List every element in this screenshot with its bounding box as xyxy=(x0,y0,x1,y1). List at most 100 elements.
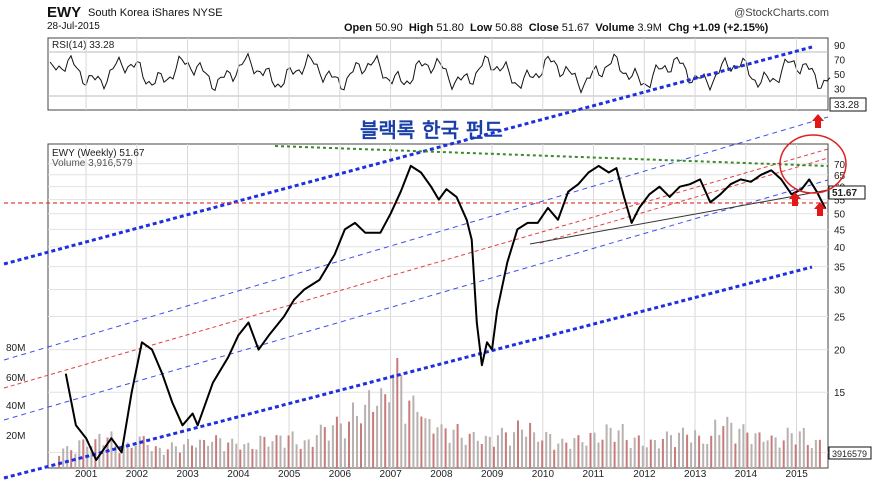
volume-bar xyxy=(436,427,439,468)
volume-bar xyxy=(388,402,391,468)
volume-bar xyxy=(702,443,705,468)
price-tick-label: 40 xyxy=(834,243,846,254)
volume-bar xyxy=(364,404,367,468)
volume-tag: 3916579 xyxy=(832,449,867,459)
ohlc-readout: Open 50.90 High 51.80 Low 50.88 Close 51… xyxy=(344,22,768,34)
volume-bar xyxy=(122,444,125,468)
volume-value: 3.9M xyxy=(637,22,662,34)
volume-bar xyxy=(682,427,684,468)
volume-bar xyxy=(162,454,165,468)
volume-bar xyxy=(235,443,238,468)
year-tick-label: 2014 xyxy=(735,469,758,480)
volume-bar xyxy=(146,445,149,468)
volume-bar xyxy=(500,427,503,468)
volume-bar xyxy=(343,438,346,468)
volume-bar xyxy=(90,446,93,468)
volume-bar xyxy=(271,441,274,468)
year-tick-label: 2009 xyxy=(481,469,504,480)
price-axis: 10152025303540455055606570 xyxy=(834,160,846,460)
volume-bar xyxy=(561,438,564,468)
volume-bar xyxy=(154,446,157,468)
volume-bar xyxy=(653,440,656,468)
chart-date: 28-Jul-2015 xyxy=(47,21,100,32)
volume-bar xyxy=(243,444,246,468)
volume-bar xyxy=(549,434,552,468)
volume-bar xyxy=(174,446,177,468)
volume-bars xyxy=(58,358,821,468)
volume-bar xyxy=(525,436,528,468)
volume-bar xyxy=(698,435,701,468)
volume-bar xyxy=(613,441,616,468)
volume-bar xyxy=(150,451,153,468)
volume-bar xyxy=(158,447,161,468)
volume-bar xyxy=(348,421,350,468)
volume-bar xyxy=(368,390,371,468)
volume-bar xyxy=(778,447,781,468)
volume-bar xyxy=(424,418,427,468)
volume-bar xyxy=(633,437,636,468)
volume-bar xyxy=(215,435,218,468)
volume-bar xyxy=(191,445,193,468)
volume-bar xyxy=(476,440,479,468)
volume-bar xyxy=(420,416,423,468)
volume-bar xyxy=(408,400,411,468)
volume-bar xyxy=(327,440,330,468)
volume-bar xyxy=(62,448,65,468)
volume-bar xyxy=(356,416,358,468)
volume-bar xyxy=(589,432,592,468)
channel-inner-1 xyxy=(3,116,829,361)
volume-bar xyxy=(742,424,745,468)
volume-bar xyxy=(786,427,789,468)
rsi-value-tag-box xyxy=(829,97,867,112)
volume-bar xyxy=(239,449,242,468)
year-tick-label: 2004 xyxy=(227,469,250,480)
volume-bar xyxy=(665,431,668,468)
volume-bar xyxy=(581,442,584,468)
price-tick-label: 35 xyxy=(834,263,846,274)
year-tick-label: 2013 xyxy=(684,469,707,480)
volume-bar xyxy=(279,435,282,468)
volume-bar xyxy=(255,449,258,468)
volume-bar xyxy=(331,425,334,468)
volume-bar xyxy=(182,444,185,468)
volume-bar xyxy=(448,442,451,468)
volume-bar xyxy=(496,435,499,468)
rsi-tick-label: 50 xyxy=(834,70,846,81)
volume-bar xyxy=(484,435,487,468)
volume-bar xyxy=(166,449,169,468)
volume-bar xyxy=(734,443,737,468)
volume-bar xyxy=(593,432,596,468)
volume-bar xyxy=(814,439,817,468)
stockcharts-brand[interactable]: @StockCharts.com xyxy=(734,7,829,19)
high-value: 51.80 xyxy=(436,22,464,34)
close-value: 51.67 xyxy=(561,22,590,34)
low-value: 50.88 xyxy=(495,22,523,34)
volume-bar xyxy=(529,422,532,468)
volume-tick-label: 20M xyxy=(6,431,25,442)
volume-bar xyxy=(283,447,286,468)
volume-bar xyxy=(263,436,266,468)
volume-bar xyxy=(287,435,290,468)
rsi-tick-label: 30 xyxy=(834,84,846,95)
year-tick-label: 2011 xyxy=(583,469,605,480)
volume-bar xyxy=(694,430,697,468)
volume-bar xyxy=(199,439,201,468)
price-tick-label: 55 xyxy=(834,196,846,207)
volume-bar xyxy=(78,440,81,468)
volume-bar xyxy=(553,449,556,468)
last-price-tag: 51.67 xyxy=(832,188,857,199)
volume-bar xyxy=(231,438,234,468)
volume-bar xyxy=(339,423,342,468)
volume-bar xyxy=(444,428,447,468)
rsi-tick-label: 90 xyxy=(834,41,846,52)
price-title: EWY (Weekly) 51.67 xyxy=(52,148,145,159)
volume-bar xyxy=(754,433,757,468)
year-tick-label: 2015 xyxy=(786,469,809,480)
volume-bar xyxy=(537,441,540,468)
volume-bar xyxy=(70,450,73,468)
volume-bar xyxy=(810,448,813,468)
open-label: Open xyxy=(344,22,373,34)
volume-bar xyxy=(98,433,101,468)
volume-bar xyxy=(251,448,254,468)
